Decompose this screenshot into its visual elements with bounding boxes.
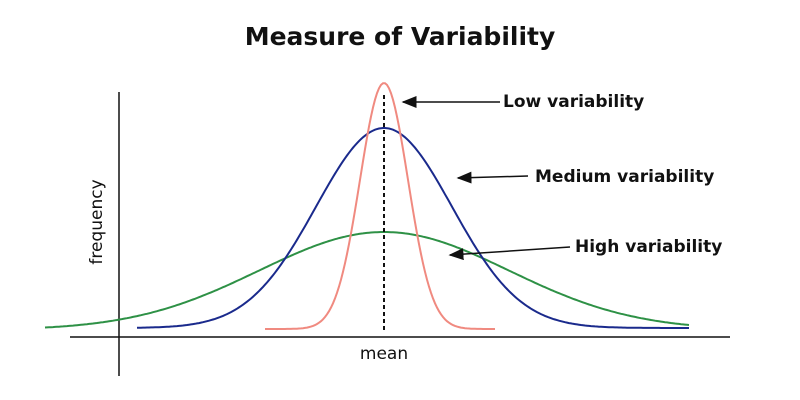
high-curve (44, 231, 690, 329)
annotation: Low variability (503, 92, 644, 112)
x-axis-label: mean (360, 344, 408, 364)
annotation: Medium variability (535, 167, 714, 187)
title: Measure of Variability (245, 22, 556, 51)
annotation: High variability (575, 237, 722, 257)
y-axis-label: frequency (87, 179, 107, 264)
low-curve (265, 82, 495, 330)
medium-curve (137, 127, 689, 329)
arrow (448, 246, 571, 261)
arrow (456, 171, 529, 184)
